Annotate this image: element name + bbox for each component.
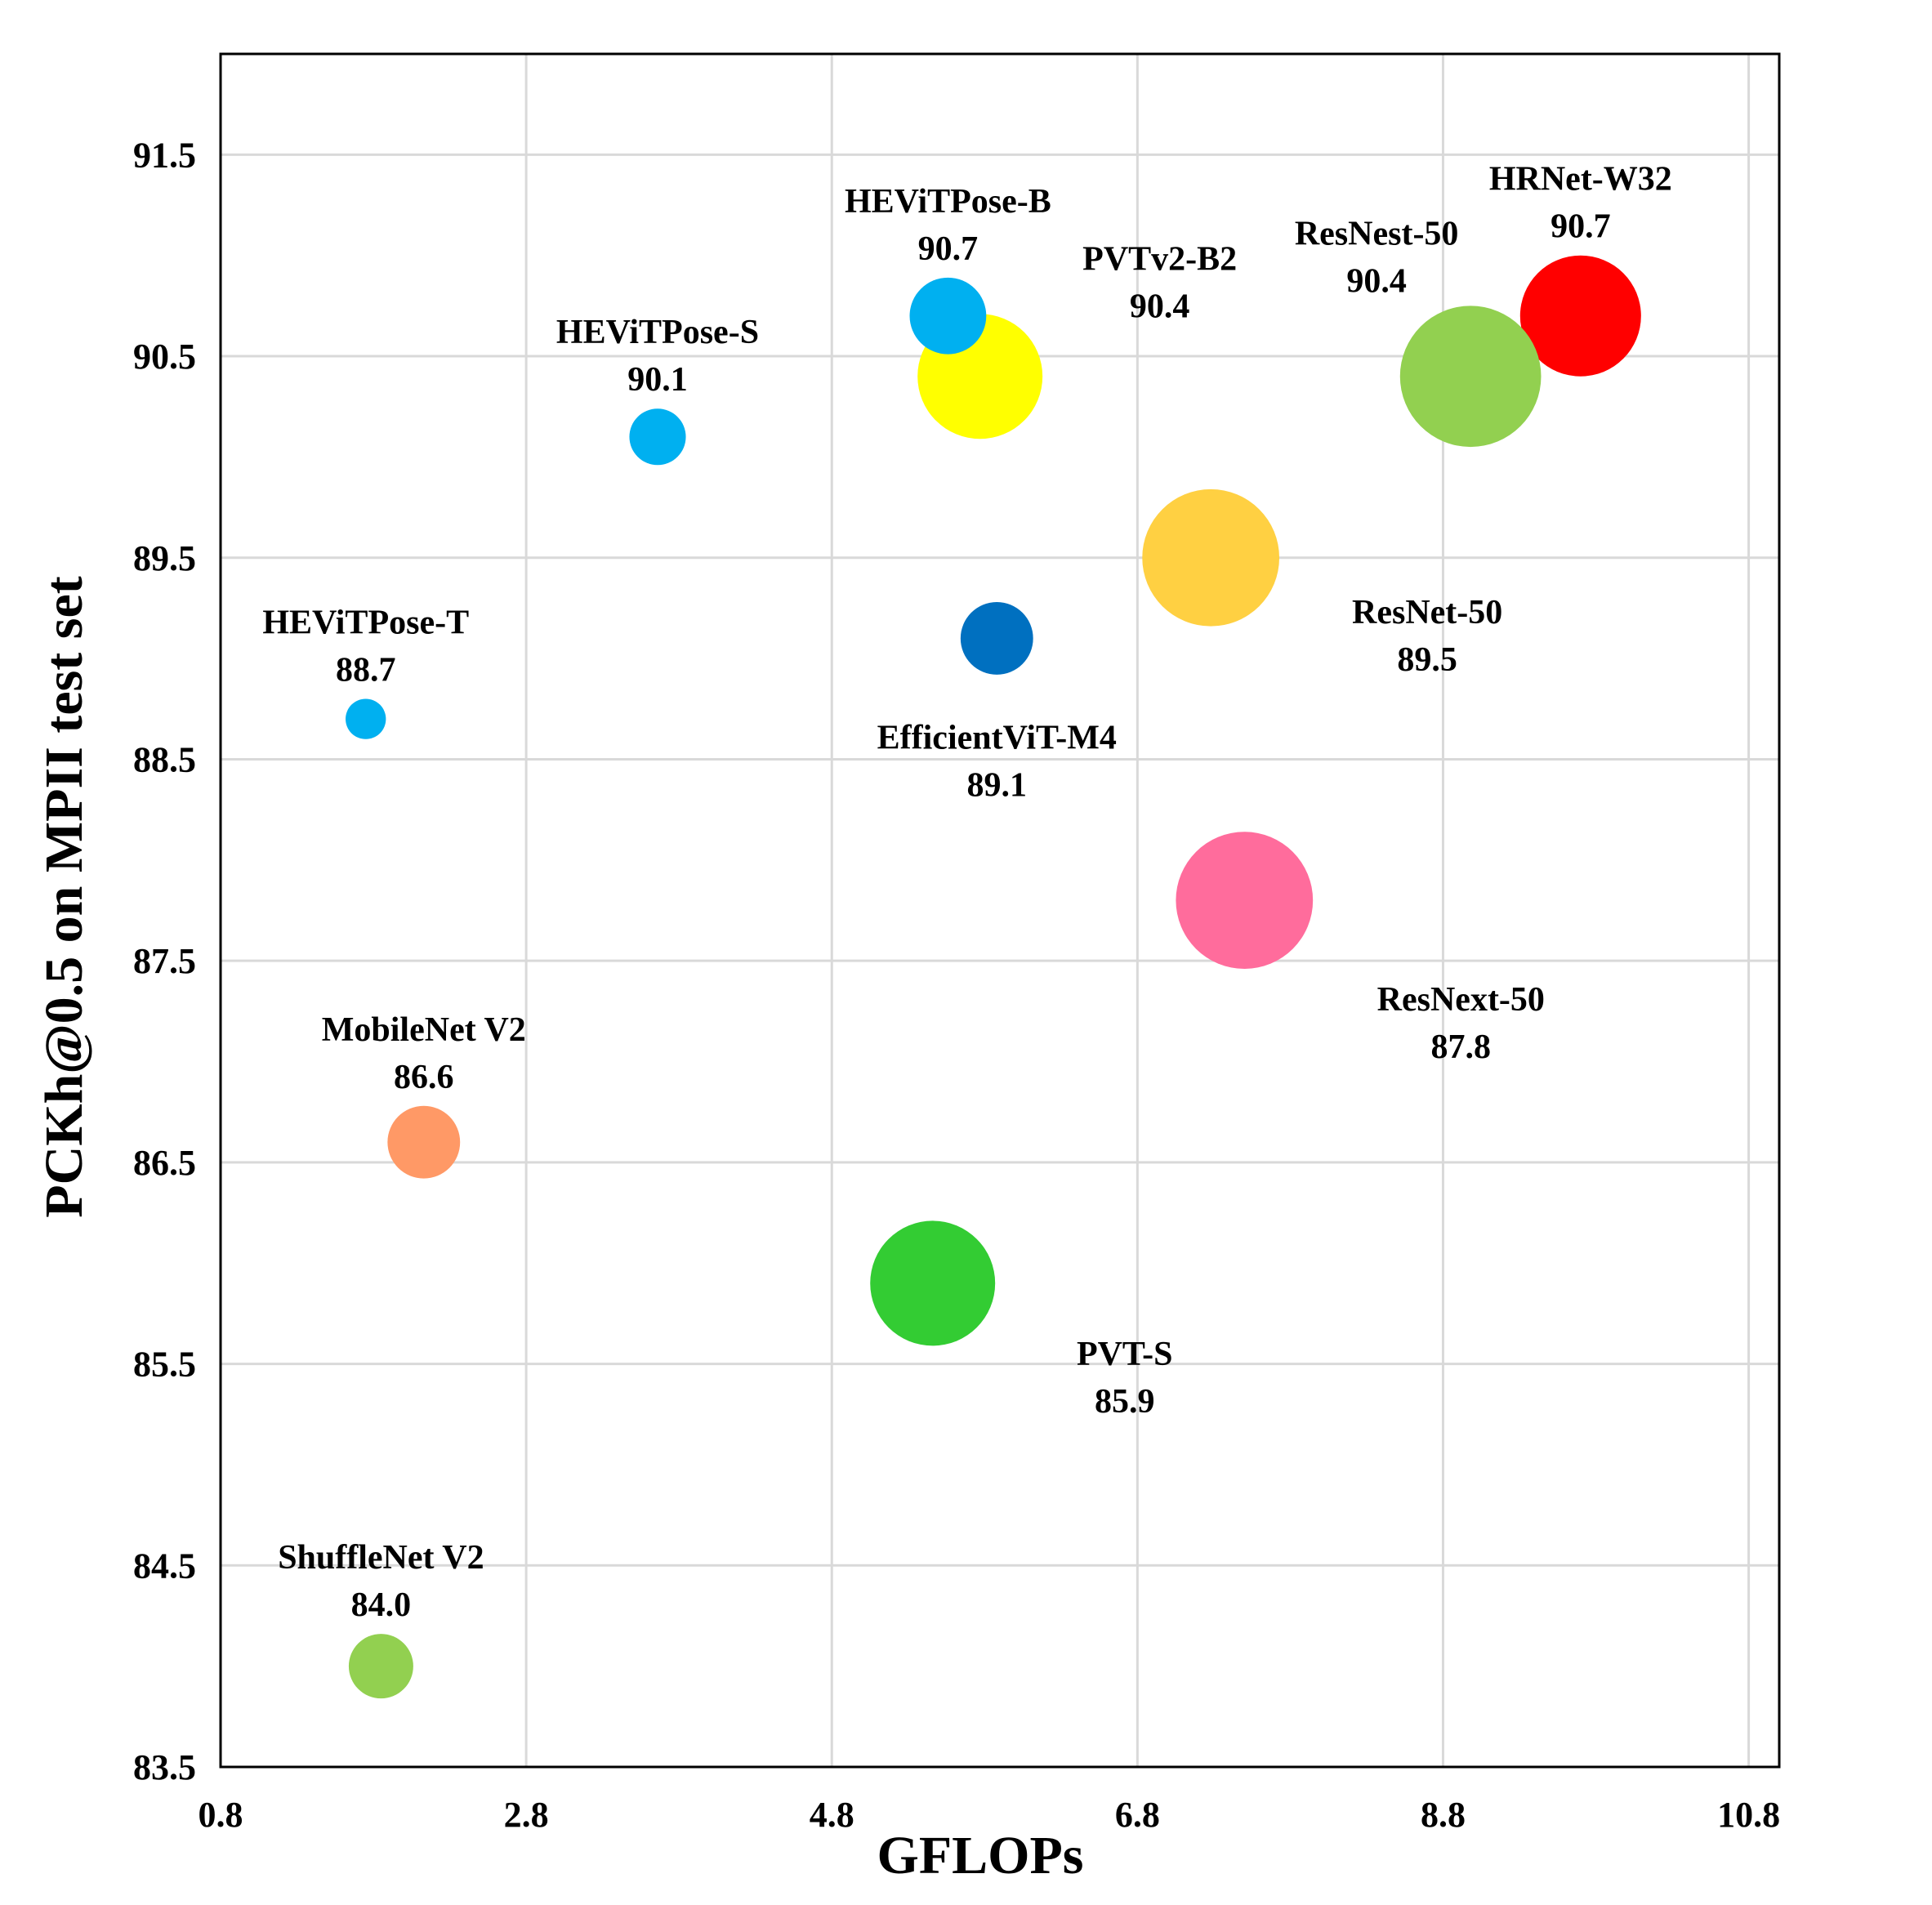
bubble-mobilenet-v2 [387,1105,461,1179]
y-tick-label: 90.5 [133,337,196,377]
bubble-value-label: 87.8 [1431,1028,1492,1066]
bubble-name-label: PVT-S [1077,1336,1173,1373]
bubble-value-label: 90.1 [627,361,688,399]
bubble-hevitpose-s [629,408,686,466]
x-tick-label: 8.8 [1421,1795,1466,1835]
bubble-name-label: EfficientViT-M4 [877,719,1117,756]
bubble-resnest-50 [1399,306,1542,448]
bubble-value-label: 89.5 [1397,641,1457,679]
y-tick-label: 89.5 [133,538,196,578]
bubble-efficientvit-m4 [960,602,1033,675]
y-tick-label: 86.5 [133,1143,196,1183]
bubble-name-label: ResNext-50 [1377,981,1545,1019]
bubble-name-label: MobileNet V2 [322,1011,526,1049]
x-tick-label: 6.8 [1115,1795,1160,1835]
bubble-hrnet-w32 [1519,255,1641,377]
x-tick-label: 4.8 [810,1795,854,1835]
bubble-value-label: 89.1 [967,766,1028,804]
y-axis-title: PCKh@0.5 on MPII test set [34,576,94,1218]
x-axis-title: GFLOPs [877,1826,1083,1885]
bubble-value-label: 90.4 [1130,288,1190,326]
bubble-value-label: 90.7 [918,230,979,268]
bubble-value-label: 85.9 [1095,1383,1155,1421]
bubble-value-label: 84.0 [351,1586,412,1624]
bubble-value-label: 90.4 [1346,262,1407,300]
x-tick-label: 2.8 [504,1795,549,1835]
bubble-name-label: HEViTPose-S [556,314,759,351]
bubble-resnet-50 [1142,489,1280,627]
bubble-name-label: HEViTPose-T [262,604,469,641]
y-tick-label: 88.5 [133,739,196,779]
plot-frame [219,52,1781,1769]
bubble-value-label: 90.7 [1551,208,1611,246]
bubble-name-label: ShuffleNet V2 [278,1539,484,1577]
bubble-name-label: PVTv2-B2 [1082,241,1237,279]
y-tick-label: 84.5 [133,1546,196,1586]
y-tick-label: 83.5 [133,1747,196,1787]
bubble-resnext-50 [1176,832,1314,970]
bubble-hevitpose-b [909,277,987,355]
bubble-value-label: 88.7 [336,651,396,689]
bubble-layer [346,255,1641,1699]
bubble-pvt-s [870,1220,996,1346]
bubble-name-label: HEViTPose-B [845,183,1051,221]
tick-layer: 0.8 2.8 4.8 6.8 8.8 10.8 83.5 84.5 85.5 86.5 87.5 8… [133,135,1780,1835]
bubble-value-label: 86.6 [394,1059,454,1096]
y-tick-label: 87.5 [133,941,196,981]
y-tick-label: 91.5 [133,135,196,175]
bubble-name-label: ResNest-50 [1295,215,1459,252]
bubble-name-label: ResNet-50 [1352,594,1502,631]
label-layer: HRNet-W32 90.7 ResNest-50 90.4 PVTv2-B2 90.4 H… [262,161,1671,1624]
y-tick-label: 85.5 [133,1345,196,1385]
x-tick-label: 10.8 [1717,1795,1780,1835]
x-tick-label: 0.8 [199,1795,243,1835]
bubble-shufflenet-v2 [348,1634,413,1699]
bubble-hevitpose-t [346,698,386,739]
grid-layer [221,54,1779,1767]
bubble-name-label: HRNet-W32 [1489,161,1672,199]
